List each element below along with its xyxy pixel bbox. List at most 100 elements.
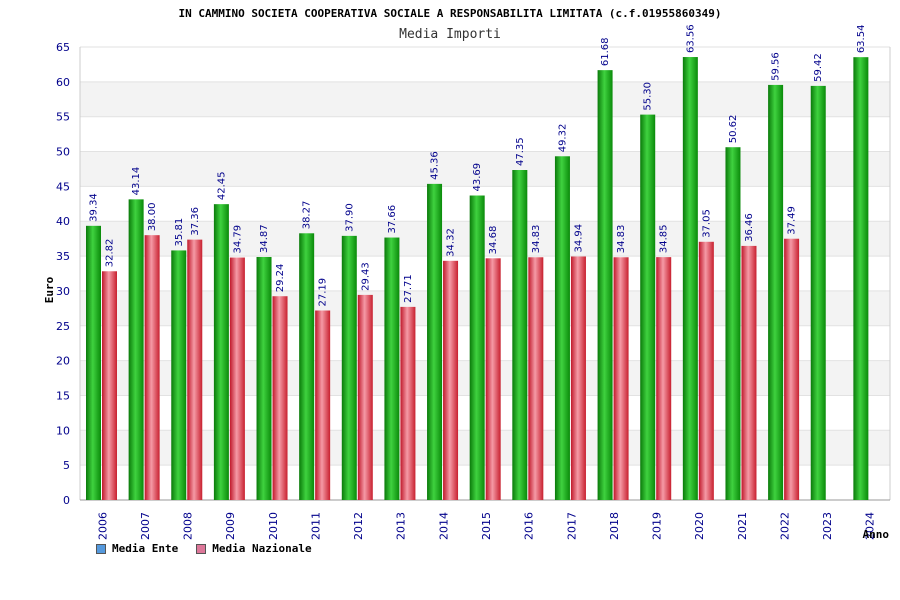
- bar-ente: [256, 256, 272, 500]
- bar-nazionale: [698, 241, 714, 501]
- bar-nazionale: [741, 245, 757, 500]
- y-tick-label: 50: [56, 146, 70, 159]
- data-label: 36.46: [744, 213, 755, 242]
- x-tick-label: 2008: [182, 512, 195, 540]
- chart-title: IN CAMMINO SOCIETA COOPERATIVA SOCIALE A…: [178, 7, 721, 20]
- y-tick-label: 5: [63, 459, 70, 472]
- data-label: 61.68: [600, 37, 611, 66]
- legend-item-nazionale: Media Nazionale: [196, 542, 312, 555]
- x-tick-label: 2014: [437, 512, 450, 540]
- bars: [86, 57, 869, 501]
- x-tick-label: 2020: [693, 512, 706, 540]
- bar-nazionale: [102, 271, 117, 500]
- bar-ente: [384, 237, 400, 501]
- x-tick-label: 2017: [565, 512, 578, 540]
- data-label: 37.36: [190, 207, 201, 236]
- data-label: 27.19: [318, 278, 329, 307]
- bar-nazionale: [784, 238, 800, 500]
- bar-nazionale: [400, 306, 416, 500]
- data-label: 34.32: [446, 228, 457, 257]
- y-tick-label: 20: [56, 355, 70, 368]
- data-label: 29.43: [360, 262, 371, 291]
- x-tick-label: 2023: [821, 512, 834, 540]
- x-tick-label: 2021: [736, 512, 749, 540]
- x-tick-label: 2006: [96, 512, 109, 540]
- x-tick-label: 2007: [139, 512, 152, 540]
- y-tick-label: 35: [56, 250, 70, 263]
- bar-nazionale: [357, 294, 373, 500]
- bar-nazionale: [570, 256, 586, 500]
- y-tick-label: 65: [56, 41, 70, 54]
- data-label: 63.54: [856, 25, 867, 54]
- bar-ente: [213, 204, 229, 500]
- data-label: 37.66: [387, 205, 398, 234]
- data-label: 39.34: [89, 193, 100, 222]
- y-tick-label: 25: [56, 320, 70, 333]
- bar-nazionale: [613, 257, 629, 500]
- y-axis-title: Euro: [43, 276, 56, 303]
- data-label: 43.69: [472, 163, 483, 192]
- data-label: 59.42: [813, 53, 824, 82]
- data-label: 34.94: [573, 224, 584, 253]
- legend-swatch-nazionale: [196, 543, 207, 554]
- bar-ente: [427, 183, 443, 501]
- data-label: 43.14: [131, 167, 142, 196]
- data-label: 42.45: [216, 172, 227, 201]
- bar-ente: [554, 156, 570, 501]
- data-label: 55.30: [643, 82, 654, 111]
- y-tick-label: 0: [63, 494, 70, 507]
- data-label: 34.83: [531, 225, 542, 254]
- data-labels: 39.34 32.82 43.14 38.00 35.81 37.36 42.45 34.79…: [89, 24, 867, 306]
- data-label: 34.87: [259, 224, 270, 253]
- data-label: 38.00: [147, 203, 158, 232]
- data-label: 59.56: [771, 52, 782, 81]
- y-tick-label: 40: [56, 215, 70, 228]
- bar-ente: [725, 147, 741, 501]
- legend-swatch-ente: [96, 543, 106, 554]
- x-tick-label: 2013: [395, 512, 408, 540]
- data-label: 47.35: [515, 137, 526, 166]
- bar-ente: [597, 70, 613, 500]
- bar-ente: [341, 235, 357, 500]
- data-label: 45.36: [430, 151, 441, 180]
- bar-nazionale: [187, 239, 203, 501]
- data-label: 37.49: [787, 206, 798, 235]
- legend: Media Ente Media Nazionale: [96, 542, 312, 555]
- x-tick-label: 2018: [608, 512, 621, 540]
- y-tick-label: 55: [56, 111, 70, 124]
- bar-ente: [640, 114, 656, 501]
- bar-nazionale: [229, 257, 245, 500]
- data-label: 63.56: [685, 24, 696, 53]
- grid-band: [80, 81, 890, 117]
- data-label: 35.81: [174, 218, 185, 247]
- x-tick-label: 2011: [309, 512, 322, 540]
- bar-ente: [171, 250, 187, 500]
- data-label: 49.32: [557, 124, 568, 153]
- data-label: 32.82: [105, 239, 116, 268]
- legend-label-ente: Media Ente: [112, 542, 179, 555]
- bar-ente: [682, 57, 698, 500]
- y-tick-label: 15: [56, 389, 70, 402]
- x-tick-label: 2019: [651, 512, 664, 540]
- y-tick-label: 10: [56, 424, 70, 437]
- legend-item-ente: Media Ente: [96, 542, 178, 555]
- y-axis: 0 5 10 15 20 25 30 35 40 45 50 55 60 65: [56, 41, 70, 507]
- data-label: 37.05: [701, 209, 712, 238]
- data-label: 37.90: [344, 203, 355, 232]
- data-label: 29.24: [275, 264, 286, 293]
- x-tick-label: 2022: [778, 512, 791, 540]
- bar-nazionale: [656, 257, 672, 500]
- bar-ente: [128, 199, 144, 500]
- bar-nazionale: [528, 257, 544, 500]
- y-tick-label: 60: [56, 76, 70, 89]
- bar-ente: [469, 195, 485, 500]
- bar-ente: [86, 225, 101, 501]
- chart-subtitle: Media Importi: [399, 27, 501, 42]
- bar-nazionale: [144, 235, 160, 500]
- y-tick-label: 45: [56, 180, 70, 193]
- x-tick-label: 2016: [523, 512, 536, 540]
- bar-ente: [299, 233, 315, 500]
- data-label: 38.27: [302, 201, 313, 230]
- x-axis-title: Anno: [863, 528, 890, 541]
